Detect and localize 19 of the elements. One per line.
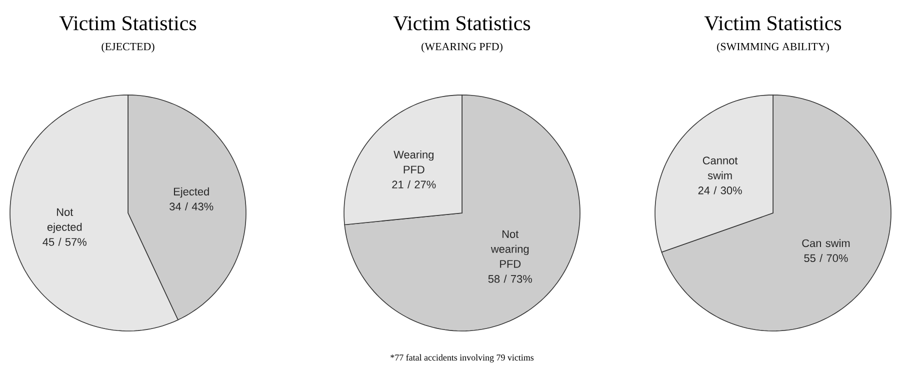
chart-title: Victim Statistics: [704, 16, 842, 30]
data-label: 24 / 30%: [698, 186, 742, 194]
chart-subtitle: (SWIMMING ABILITY): [717, 42, 829, 52]
data-label: 34 / 43%: [170, 202, 214, 210]
slice-label: Can swim: [802, 239, 850, 248]
data-label: 21 / 27%: [392, 180, 436, 188]
chart-title: Victim Statistics: [393, 16, 530, 30]
data-label: 55 / 70%: [804, 254, 848, 262]
slice-label: Cannot swim: [702, 156, 738, 180]
data-label: 45 / 57%: [42, 238, 86, 246]
slice-label: Wearing PFD: [394, 150, 434, 174]
chart-title: Victim Statistics: [59, 16, 196, 30]
slice-label: Not ejected: [47, 208, 82, 234]
text: *77 fatal accidents involving 79 victims: [390, 354, 534, 362]
chart-subtitle: (WEARING PFD): [422, 42, 502, 52]
slice-label: Ejected: [174, 187, 209, 198]
chart-subtitle: (EJECTED): [102, 42, 154, 52]
slice-label: Not wearing PFD: [490, 230, 529, 268]
data-label: 58 / 73%: [488, 274, 532, 283]
